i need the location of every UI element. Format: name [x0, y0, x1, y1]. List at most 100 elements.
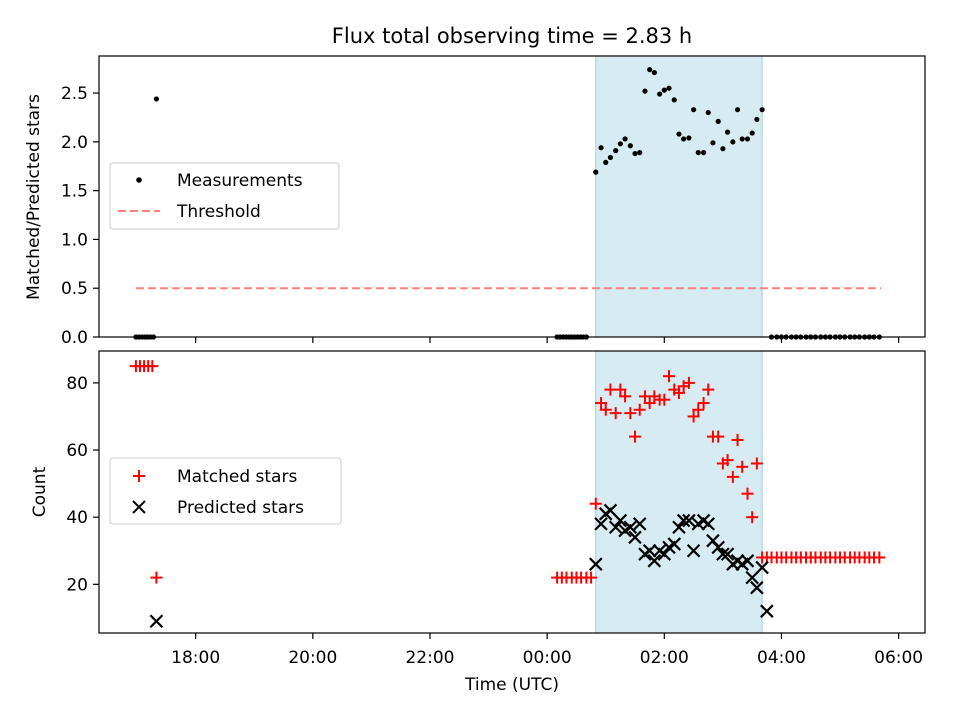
y-tick-label: 2.5: [61, 84, 88, 104]
top-legend-box: [109, 162, 340, 230]
y-tick-label: 1.0: [61, 230, 88, 250]
measurement-point: [676, 131, 682, 137]
predicted-star-point: [588, 557, 603, 571]
predicted-star-point: [720, 547, 735, 561]
measurement-point: [759, 107, 765, 113]
y-tick-label: 1.5: [61, 182, 88, 202]
matched-star-point: [687, 410, 700, 423]
y-tick-label: 20: [66, 575, 88, 595]
predicted-star-point: [613, 513, 628, 528]
measurement-point: [734, 107, 741, 113]
measurement-point: [691, 107, 697, 113]
measurement-point: [647, 67, 653, 73]
matched-star-point: [150, 571, 163, 584]
measurement-point: [593, 169, 599, 175]
predicted-star-point: [657, 547, 672, 561]
matched-star-point: [146, 360, 159, 373]
top-x-ticks: [195, 337, 900, 343]
x-axis-label: Time (UTC): [464, 675, 559, 695]
predicted-star-point: [745, 570, 759, 585]
matched-star-point: [662, 370, 675, 383]
matched-star-point: [619, 390, 632, 403]
matched-star-point: [629, 430, 642, 443]
predicted-star-point: [647, 554, 662, 568]
bottom-legend-box: [109, 457, 342, 525]
matched-star-point: [726, 470, 739, 483]
predicted-star-point: [682, 513, 696, 528]
matched-star-point: [609, 407, 622, 420]
legend-measurements: Measurements: [177, 171, 303, 191]
bottom-x-ticks: 18:00 20:00 22:00 00:00 02:00 04:00 06:00: [171, 633, 923, 668]
matched-star-point: [589, 497, 602, 510]
x-tick-label: 02:00: [640, 648, 689, 668]
predicted-star-point: [623, 520, 638, 535]
matched-star-point: [721, 454, 734, 467]
measurement-point: [632, 150, 638, 157]
x-tick-label: 06:00: [874, 648, 923, 668]
x-tick-label: 00:00: [523, 648, 572, 668]
measurement-point: [671, 97, 677, 103]
measurement-point: [705, 109, 711, 116]
predicted-star-point: [701, 517, 716, 531]
matched-star-point: [643, 397, 656, 410]
y-tick-label: 2.0: [61, 133, 88, 153]
predicted-star-point: [628, 530, 642, 545]
measurement-point: [749, 130, 755, 136]
x-tick-label: 04:00: [757, 648, 806, 668]
bottom-axes-frame: [98, 350, 926, 634]
measurement-point: [695, 149, 701, 156]
predicted-star-point: [755, 560, 769, 575]
matched-star-point: [736, 460, 749, 473]
predicted-star-point: [686, 543, 701, 558]
matched-star-point: [746, 511, 759, 524]
predicted-star-point: [750, 580, 764, 595]
predicted-star-point: [711, 540, 725, 555]
y-tick-label: 40: [66, 508, 88, 528]
measurement-point: [744, 136, 751, 142]
y-tick-label: 80: [66, 374, 88, 394]
matched-star-point: [750, 457, 763, 470]
predicted-star-point: [608, 520, 623, 535]
top-legend: Measurements Threshold: [109, 162, 340, 230]
measurements-legend-marker: [136, 177, 142, 183]
measurement-point: [661, 87, 667, 93]
x-tick-label: 20:00: [288, 648, 337, 668]
predicted-star-point: [760, 604, 774, 618]
legend-predicted-stars: Predicted stars: [177, 498, 304, 518]
matched-star-point: [624, 407, 637, 420]
predicted-star-point: [676, 513, 691, 528]
top-shaded-span: [595, 55, 763, 338]
predicted-star-point: [672, 520, 686, 535]
predicted-star-point: [667, 537, 682, 551]
measurement-point: [627, 143, 633, 149]
measurement-point: [657, 91, 663, 97]
measurement-point: [603, 159, 609, 165]
measurement-point: [754, 116, 760, 123]
predicted-star-point: [149, 614, 164, 629]
predicted-star-point: [594, 517, 608, 531]
matched-star-point: [599, 403, 612, 416]
matched-star-point: [692, 403, 705, 416]
chart-title: Flux total observing time = 2.83 h: [332, 24, 692, 48]
bottom-legend: Matched stars Predicted stars: [109, 457, 342, 525]
measurement-point: [724, 129, 731, 135]
matched-star-point: [702, 383, 715, 396]
predicted-star-point: [642, 543, 657, 558]
y-tick-label: 60: [66, 441, 88, 461]
matched-star-point: [595, 397, 608, 410]
y-tick-label: 0.5: [61, 279, 88, 299]
measurement-point: [617, 141, 623, 147]
measurement-point: [715, 118, 721, 124]
y-tick-label: 0.0: [61, 328, 88, 348]
matched-star-point: [614, 383, 627, 396]
matched-star-point: [697, 397, 710, 410]
measurement-point: [700, 149, 707, 156]
bottom-y-axis-label: Count: [30, 466, 50, 517]
x-tick-label: 18:00: [171, 648, 220, 668]
measurement-point: [730, 139, 736, 145]
measurement-point: [637, 149, 643, 156]
x-tick-label: 22:00: [405, 648, 454, 668]
measurement-point: [720, 146, 726, 152]
observing-window-span: [595, 55, 763, 338]
